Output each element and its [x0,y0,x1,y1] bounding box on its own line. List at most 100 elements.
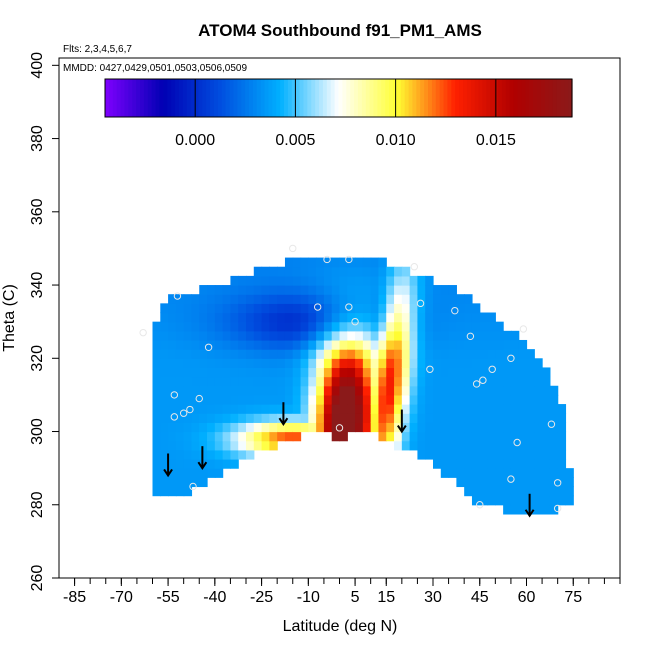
heatmap-cell [362,349,372,359]
heatmap-cell [510,504,520,515]
heatmap-cell [284,303,294,314]
heatmap-cell [479,394,489,405]
heatmap-cell [355,303,364,314]
heatmap-cell [269,294,278,304]
arrow-head [397,424,407,434]
heatmap-cell [152,440,161,451]
colorbar-swatch [470,79,476,117]
heatmap-cell [277,404,286,414]
colorbar-swatch [326,79,332,117]
heatmap-cell [316,376,325,387]
heatmap-cell [183,339,193,350]
heatmap-cell [487,349,496,359]
heatmap-cell [261,422,270,433]
sample-point [170,413,179,421]
heatmap-cell [448,449,457,460]
heatmap-cell [246,349,255,359]
heatmap-cell [378,394,387,405]
sample-point [195,394,203,403]
heatmap-cell [479,477,489,488]
heatmap-cell [222,312,232,323]
heatmap-cell [433,358,442,369]
heatmap-cell [471,458,481,469]
heatmap-cell [503,358,512,369]
heatmap-cell [300,294,309,304]
heatmap-cell [300,285,309,295]
heatmap-cell [386,330,395,341]
heatmap-cell [355,266,364,277]
colorbar-swatch [147,79,153,117]
colorbar-swatch [416,79,421,117]
heatmap-cell [370,385,380,396]
heatmap-cell [246,275,255,286]
heatmap-cell [152,468,161,478]
heatmap-cell [433,285,442,295]
heatmap-cell [300,394,309,405]
heatmap-cell [464,367,473,378]
heatmap-cell [199,440,208,451]
heatmap-cell [339,330,348,341]
heatmap-cell [308,266,317,277]
colorbar-swatch [354,79,359,117]
heatmap-cell [370,339,380,350]
colorbar-swatch [396,79,402,117]
heatmap-cell [253,294,263,304]
heatmap-cell [191,394,200,405]
heatmap-cell [214,349,224,359]
heatmap-cell [238,431,247,442]
heatmap-cell [401,431,411,442]
heatmap-cell [199,404,208,414]
heatmap-cell [183,477,193,488]
heatmap-cell [409,339,419,350]
x-tick-label: -70 [110,589,133,606]
heatmap-cell [246,339,255,350]
sample-point [186,405,194,414]
heatmap-cell [308,394,317,405]
heatmap-cell [238,275,247,286]
colorbar-swatch [365,79,371,117]
heatmap-cell [222,294,232,304]
colorbar-swatch [400,79,406,117]
heatmap-cell [386,413,395,423]
colorbar-swatch [307,79,312,117]
colorbar-swatch [338,79,343,117]
heatmap-cell [168,330,177,341]
colorbar-swatch [346,79,351,117]
heatmap-cell [277,385,286,396]
colorbar-swatch [128,79,133,117]
heatmap-cell [534,422,543,433]
heatmap-cell [269,330,278,341]
heatmap-cell [152,404,161,414]
heatmap-cell [464,413,473,423]
arrow-marker [163,453,173,478]
heatmap-cell [316,285,325,295]
heatmap-cell [440,385,450,396]
heatmap-cell [518,385,528,396]
heatmap-cell [323,422,333,433]
heatmap-cell [246,367,255,378]
heatmap-cell [557,422,567,433]
heatmap-cell [549,468,559,478]
heatmap-cell [471,358,481,369]
heatmap-cell [510,477,520,488]
heatmap-cell [160,486,169,497]
heatmap-cell [238,413,247,423]
heatmap-cell [549,394,559,405]
colorbar-swatch [171,79,176,117]
heatmap-cell [269,394,278,405]
heatmap-cell [300,339,309,350]
heatmap-cell [284,312,294,323]
heatmap-cell [487,440,496,451]
colorbar-swatch [319,79,324,117]
heatmap-cell [479,385,489,396]
heatmap-cell [300,367,309,378]
heatmap-cell [308,330,317,341]
heatmap-cell [487,312,496,323]
heatmap-cell [409,440,419,451]
colorbar-swatch [225,79,231,117]
heatmap-cell [495,385,504,396]
heatmap-cell [448,285,457,295]
heatmap-cell [175,413,185,423]
sample-point [519,325,528,333]
heatmap-cell [503,413,512,423]
